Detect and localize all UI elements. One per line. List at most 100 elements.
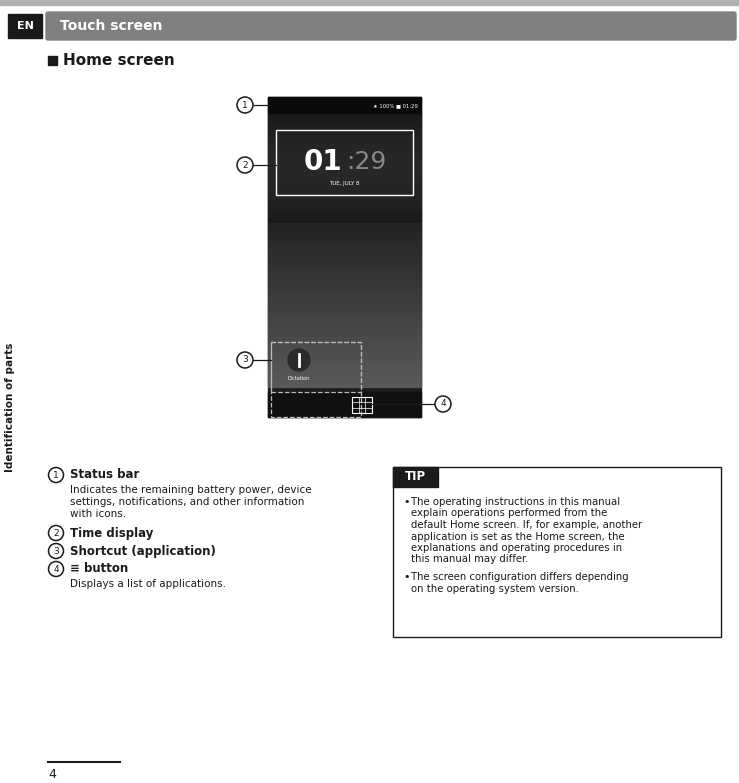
Bar xyxy=(268,197,421,198)
Bar xyxy=(268,378,421,379)
Text: 2: 2 xyxy=(53,529,59,537)
Bar xyxy=(268,199,421,200)
Bar xyxy=(268,231,421,232)
Bar xyxy=(268,302,421,303)
Bar xyxy=(268,187,421,188)
Bar xyxy=(268,365,421,366)
Bar xyxy=(268,119,421,120)
Bar xyxy=(268,386,421,387)
Bar xyxy=(268,165,421,166)
Bar xyxy=(268,350,421,351)
Bar xyxy=(268,340,421,341)
Bar xyxy=(268,330,421,331)
Bar xyxy=(268,284,421,285)
Bar xyxy=(268,160,421,161)
Text: TUE, JULY 8: TUE, JULY 8 xyxy=(330,182,360,186)
Bar xyxy=(268,210,421,211)
Bar xyxy=(268,236,421,237)
Bar xyxy=(268,336,421,337)
Bar xyxy=(268,320,421,321)
Bar xyxy=(268,224,421,225)
Text: :29: :29 xyxy=(347,150,386,174)
Text: this manual may differ.: this manual may differ. xyxy=(411,554,528,565)
Bar xyxy=(268,324,421,325)
Text: on the operating system version.: on the operating system version. xyxy=(411,583,579,594)
Bar xyxy=(268,142,421,143)
Bar xyxy=(268,274,421,275)
Bar xyxy=(268,157,421,158)
Bar xyxy=(268,281,421,282)
Bar xyxy=(268,188,421,189)
Bar xyxy=(268,238,421,239)
Bar xyxy=(268,329,421,330)
Bar xyxy=(268,216,421,217)
Bar xyxy=(268,243,421,244)
Bar xyxy=(268,283,421,284)
Circle shape xyxy=(237,97,253,113)
Bar xyxy=(268,222,421,223)
Bar xyxy=(268,325,421,326)
Bar xyxy=(268,307,421,308)
Bar xyxy=(268,257,421,258)
Bar xyxy=(268,270,421,271)
Bar xyxy=(268,277,421,278)
Bar xyxy=(268,144,421,145)
Bar xyxy=(268,300,421,301)
Bar xyxy=(268,223,421,224)
Bar xyxy=(268,121,421,122)
Bar xyxy=(268,219,421,220)
Bar xyxy=(268,196,421,197)
Bar xyxy=(268,301,421,302)
Bar xyxy=(268,226,421,227)
Bar xyxy=(276,130,413,195)
Bar xyxy=(268,97,421,417)
Bar xyxy=(268,254,421,255)
Bar xyxy=(268,244,421,245)
Bar xyxy=(268,146,421,147)
Bar xyxy=(268,132,421,133)
Bar xyxy=(268,175,421,176)
Bar xyxy=(268,380,421,381)
Bar xyxy=(268,205,421,206)
Bar xyxy=(268,150,421,151)
Bar xyxy=(268,230,421,231)
Bar xyxy=(268,355,421,356)
Bar xyxy=(268,298,421,299)
Bar xyxy=(268,179,421,180)
Circle shape xyxy=(237,352,253,368)
Bar xyxy=(268,247,421,248)
Bar xyxy=(268,259,421,260)
Circle shape xyxy=(49,561,64,576)
Bar xyxy=(268,360,421,361)
Bar xyxy=(268,122,421,123)
Bar xyxy=(268,127,421,128)
Bar xyxy=(268,249,421,250)
Bar xyxy=(268,218,421,219)
Bar xyxy=(268,239,421,240)
Bar xyxy=(268,182,421,183)
Bar xyxy=(268,220,421,221)
Bar xyxy=(268,308,421,309)
Bar xyxy=(268,337,421,338)
Text: •: • xyxy=(403,497,409,507)
Bar xyxy=(268,125,421,126)
Bar xyxy=(268,373,421,374)
Bar xyxy=(268,356,421,357)
Text: with icons.: with icons. xyxy=(70,509,126,519)
Text: EN: EN xyxy=(16,21,33,31)
Bar xyxy=(268,217,421,218)
Bar xyxy=(268,294,421,295)
Bar xyxy=(268,153,421,154)
Bar xyxy=(268,269,421,270)
Bar xyxy=(268,252,421,253)
Text: •: • xyxy=(403,572,409,582)
Bar xyxy=(268,183,421,184)
Bar xyxy=(268,242,421,243)
Bar xyxy=(268,204,421,205)
Bar xyxy=(268,369,421,370)
Bar xyxy=(268,384,421,385)
Bar xyxy=(268,345,421,346)
Text: Status bar: Status bar xyxy=(70,468,140,482)
Bar xyxy=(268,318,421,319)
Text: 2: 2 xyxy=(242,161,248,169)
